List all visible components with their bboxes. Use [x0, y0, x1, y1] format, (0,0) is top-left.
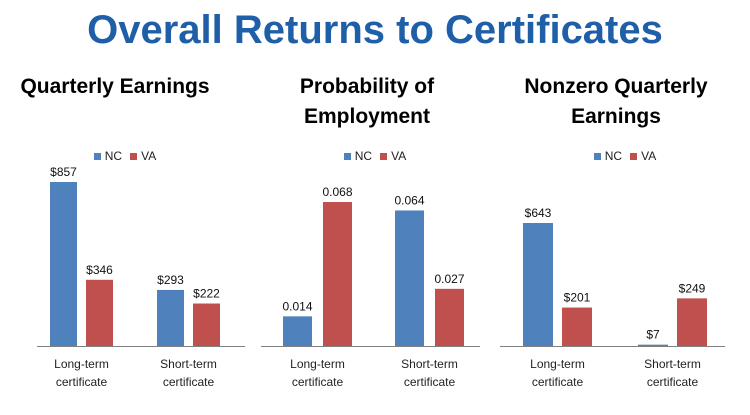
bar-va [86, 279, 113, 346]
data-label: 0.014 [282, 299, 312, 313]
bar-chart: $643 $201 Long-term certificate $7 $249 Short-… [500, 206, 725, 389]
data-label: $222 [193, 287, 220, 301]
data-label: 0.027 [434, 272, 464, 286]
chart-panel-probability-of-employment: Probability of Employment NC VA 0.014 0.0… [250, 70, 500, 415]
category-label: certificate [532, 375, 584, 389]
bar-chart: 0.014 0.068 Long-term certificate 0.064 0.027… [261, 185, 480, 389]
category-label: certificate [647, 375, 699, 389]
chart-panel-quarterly-earnings: Quarterly Earnings NC VA $857 $346 Long-te… [0, 70, 250, 415]
bar-nc [523, 223, 553, 346]
data-label: $346 [86, 263, 113, 277]
data-label: $293 [157, 273, 184, 287]
legend-label-va: VA [391, 149, 407, 163]
data-label: $643 [525, 206, 552, 220]
chart-panel-nonzero-quarterly-earnings: Nonzero Quarterly Earnings NC VA $643 $20… [500, 70, 750, 415]
category-label: certificate [292, 375, 344, 389]
bar-va [677, 298, 707, 346]
chart-title: Quarterly Earnings [20, 75, 210, 98]
legend-label-nc: NC [604, 149, 623, 163]
category-label: Long-term [54, 357, 109, 371]
legend-swatch-nc [93, 152, 101, 160]
bar-nc [157, 289, 184, 346]
legend-swatch-va [130, 152, 138, 160]
data-label: $201 [564, 291, 591, 305]
slide-title: Overall Returns to Certificates [87, 8, 663, 52]
chart-title: Nonzero Quarterly Earnings [524, 75, 708, 128]
bar-nc [283, 316, 312, 346]
legend-swatch-va [630, 152, 638, 160]
category-label: Short-term [401, 357, 458, 371]
bar-nc [638, 344, 668, 346]
category-label: Long-term [530, 357, 585, 371]
data-label: $7 [646, 328, 660, 342]
category-label: certificate [56, 375, 108, 389]
data-label: $249 [679, 281, 706, 295]
bar-va [435, 288, 464, 346]
category-label: certificate [404, 375, 456, 389]
legend: NC VA [250, 149, 500, 163]
category-label: Short-term [644, 357, 701, 371]
legend-label-va: VA [641, 149, 657, 163]
category-label: certificate [163, 375, 215, 389]
bar-nc [395, 210, 424, 346]
bar-nc [50, 182, 77, 346]
legend-label-nc: NC [354, 149, 373, 163]
bar-va [323, 202, 352, 346]
legend-swatch-nc [593, 152, 601, 160]
legend: NC VA [0, 149, 250, 163]
category-label: Short-term [160, 357, 217, 371]
bar-va [562, 307, 592, 346]
bar-va [193, 303, 220, 346]
legend-label-va: VA [141, 149, 157, 163]
legend-swatch-va [380, 152, 388, 160]
data-label: 0.068 [322, 185, 352, 199]
legend: NC VA [500, 149, 750, 163]
chart-title: Probability of Employment [299, 75, 435, 128]
legend-swatch-nc [343, 152, 351, 160]
category-label: Long-term [290, 357, 345, 371]
legend-label-nc: NC [104, 149, 123, 163]
data-label: 0.064 [394, 193, 424, 207]
data-label: $857 [50, 165, 77, 179]
bar-chart: $857 $346 Long-term certificate $293 $222 Shor… [37, 165, 245, 389]
